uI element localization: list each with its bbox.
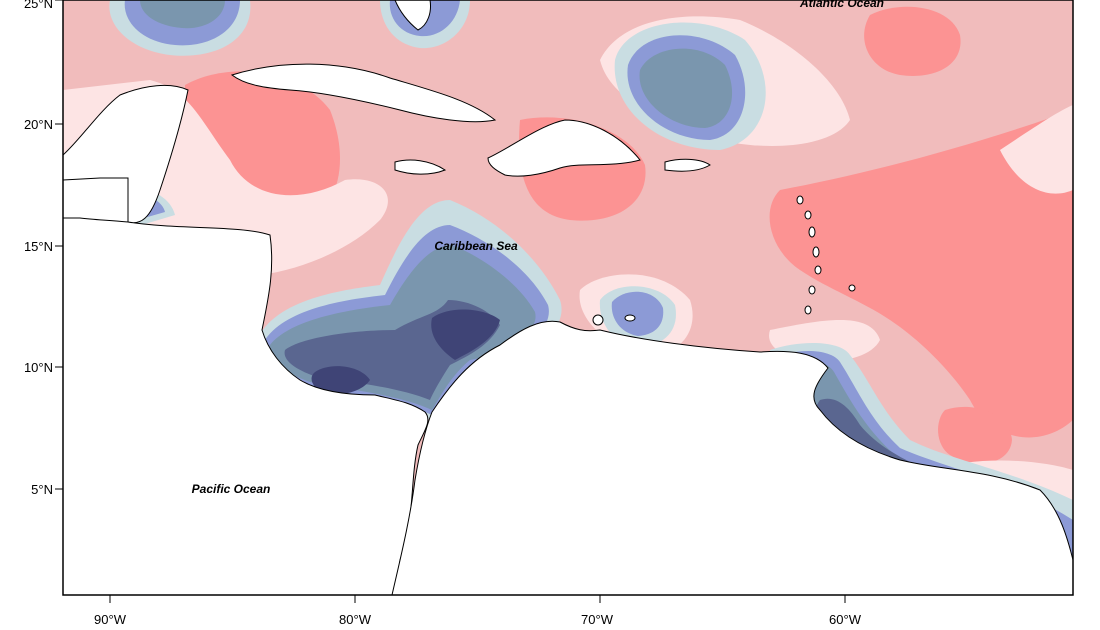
lat-tick-label: 15°N [24,239,53,254]
lat-tick-label: 10°N [24,360,53,375]
land-central-america [63,85,429,595]
lat-tick-label: 5°N [31,482,53,497]
land-yucatan [63,177,129,223]
lon-tick-label: 60°W [829,612,862,627]
lon-axis: 90°W 80°W 70°W 60°W [94,595,862,627]
land-hispaniola [487,119,641,177]
label-atlantic-ocean: Atlantic Ocean [799,0,884,10]
lat-tick-label: 20°N [24,117,53,132]
lesser-antilles [592,195,856,326]
land-puerto-rico [664,158,711,172]
land-masses [63,0,1073,595]
land-south-america [391,320,1073,595]
plot-frame [62,0,1074,596]
lat-tick-label: 25°N [24,0,53,11]
land-cuba [230,63,497,123]
land-jamaica [394,159,447,175]
lon-tick-label: 90°W [94,612,127,627]
land-florida [394,0,431,31]
lon-tick-label: 70°W [581,612,614,627]
label-caribbean-sea: Caribbean Sea [434,239,518,253]
lon-tick-label: 80°W [339,612,372,627]
lat-axis: 25°N 20°N 15°N 10°N 5°N [24,0,63,497]
label-pacific-ocean: Pacific Ocean [192,482,271,496]
